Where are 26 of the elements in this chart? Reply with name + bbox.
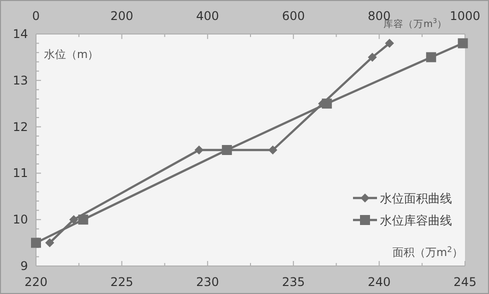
x2-tick-label: 200 <box>110 9 134 23</box>
x2-tick-label: 600 <box>282 9 305 23</box>
y-tick-label: 9 <box>20 259 28 273</box>
y-tick-label: 10 <box>12 212 28 227</box>
x-tick-label: 225 <box>110 275 134 289</box>
point <box>45 238 54 248</box>
x2-tick-label: 1000 <box>450 9 480 23</box>
legend-label: 水位库容曲线 <box>380 214 452 228</box>
x-tick-label: 240 <box>368 275 391 289</box>
point <box>69 215 78 224</box>
point <box>368 52 377 62</box>
y-tick-label: 12 <box>12 120 28 134</box>
legend-label: 水位面积曲线 <box>380 192 452 206</box>
point <box>384 38 394 48</box>
y-tick-label: 13 <box>12 73 28 88</box>
x2-tick-label: 0 <box>32 9 40 23</box>
x-tick-label: 235 <box>282 275 305 289</box>
x-tick-label: 245 <box>454 275 476 289</box>
x-tick-label: 230 <box>196 275 220 289</box>
y-tick-label: 14 <box>12 27 28 41</box>
x2-tick-label: 400 <box>196 9 220 23</box>
x-axis-title: 面积（万m$^{2}$） <box>392 244 463 259</box>
y-axis-title: 水位（m） <box>44 48 99 61</box>
y-tick-label: 11 <box>12 166 28 180</box>
point <box>268 146 278 154</box>
x-tick-label: 220 <box>24 275 48 289</box>
